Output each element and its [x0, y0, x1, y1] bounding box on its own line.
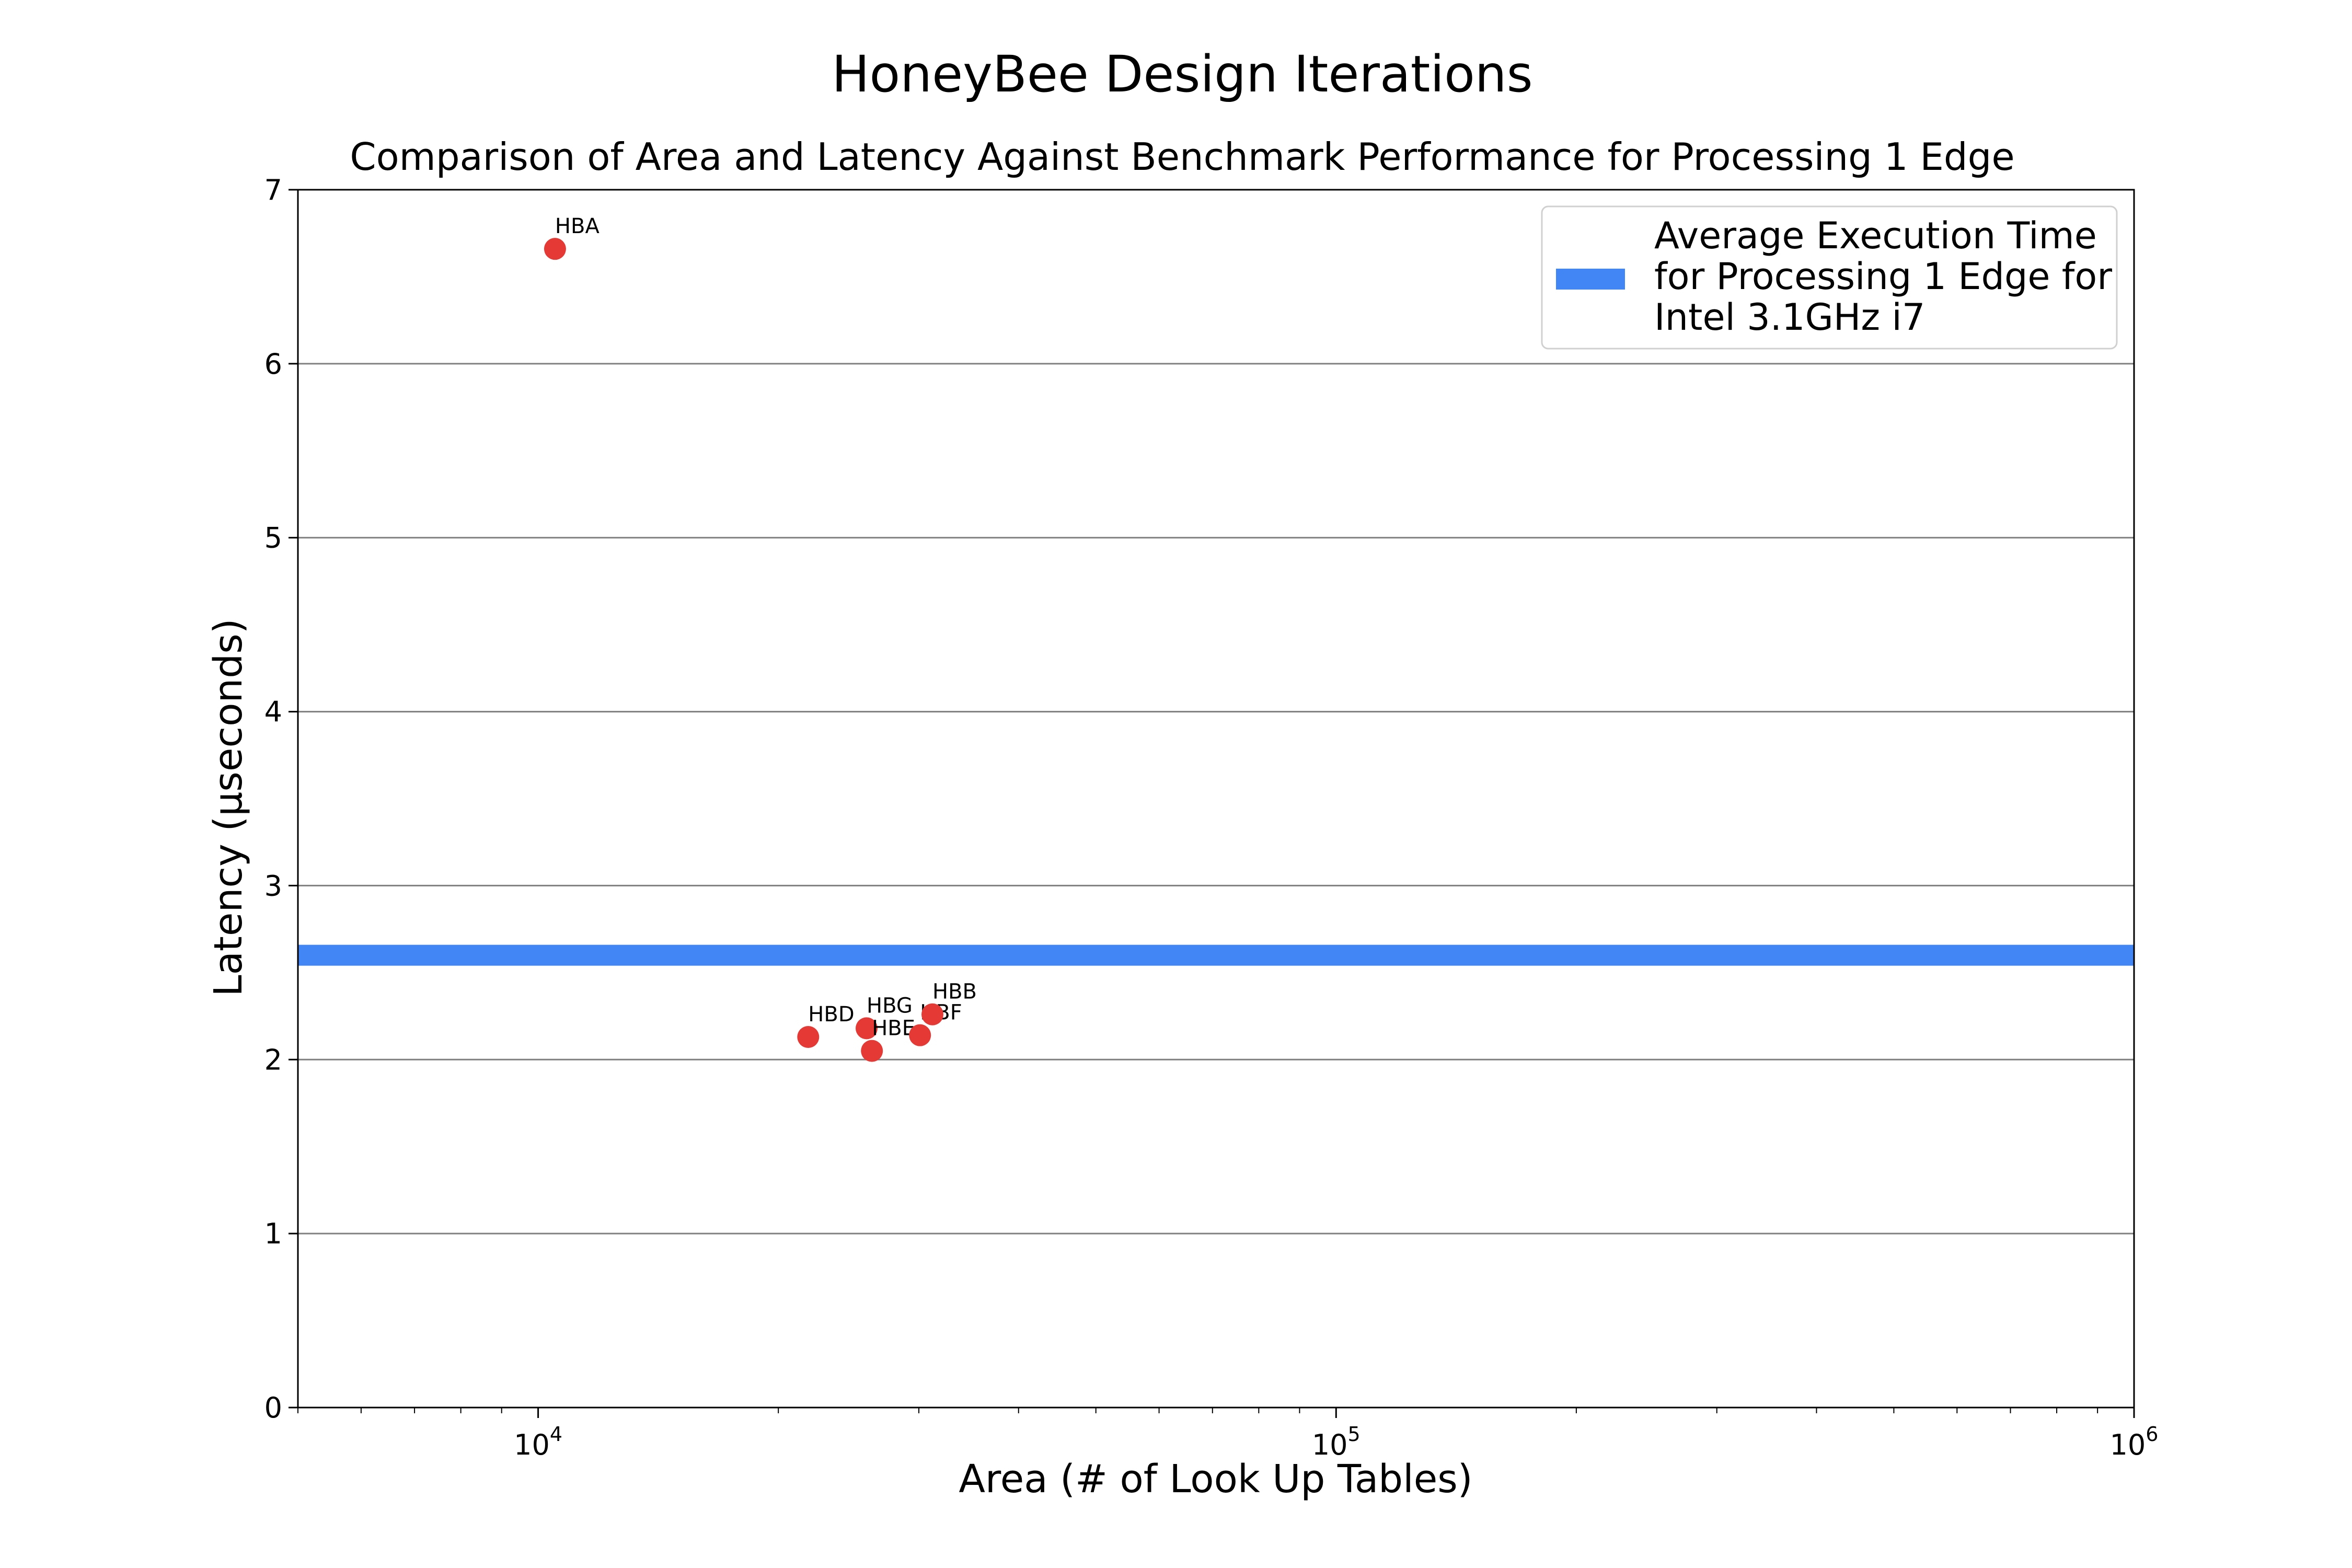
y-tick-label: 2	[264, 1043, 282, 1076]
legend-text-line-2: for Processing 1 Edge for	[1654, 255, 2112, 298]
point-label: HBB	[932, 980, 977, 1004]
x-tick-label: 106	[2110, 1423, 2159, 1461]
x-tick-label: 105	[1312, 1423, 1361, 1461]
data-point	[544, 238, 566, 260]
x-tick-label: 104	[514, 1423, 562, 1461]
data-point	[797, 1026, 820, 1048]
y-tick-label: 1	[264, 1217, 282, 1250]
point-label: HBG	[867, 994, 913, 1018]
legend-frame	[1541, 205, 2118, 350]
legend-swatch	[1556, 269, 1625, 290]
y-tick-label: 3	[264, 869, 282, 902]
plot-frame	[297, 189, 2135, 1409]
chart-title: Comparison of Area and Latency Against B…	[350, 135, 2014, 179]
y-tick-label: 5	[264, 522, 282, 555]
data-points: HBAHBDHBGHBEHBFHBB	[544, 214, 977, 1062]
y-tick-label: 0	[264, 1391, 282, 1424]
axis-ticks: 0 1 2 3 4 5 6 7 104 105 106	[264, 174, 2159, 1461]
grid-lines	[298, 363, 2134, 1235]
legend-text-line-3: Intel 3.1GHz i7	[1654, 296, 1925, 339]
y-tick-label: 4	[264, 696, 282, 729]
point-label: HBD	[808, 1002, 854, 1027]
point-label: HBE	[872, 1017, 915, 1041]
chart-suptitle: HoneyBee Design Iterations	[832, 45, 1532, 103]
point-label: HBA	[555, 214, 600, 238]
data-point	[861, 1040, 883, 1062]
y-tick-label: 7	[264, 174, 282, 206]
legend: Average Execution Time for Processing 1 …	[1541, 205, 2118, 350]
data-point	[856, 1017, 878, 1040]
data-point	[921, 1003, 944, 1025]
data-point	[909, 1024, 931, 1046]
y-tick-label: 6	[264, 348, 282, 381]
legend-text-line-1: Average Execution Time	[1654, 214, 2097, 257]
y-axis-label: Latency (μseconds)	[206, 618, 251, 996]
x-axis-label: Area (# of Look Up Tables)	[959, 1457, 1472, 1502]
